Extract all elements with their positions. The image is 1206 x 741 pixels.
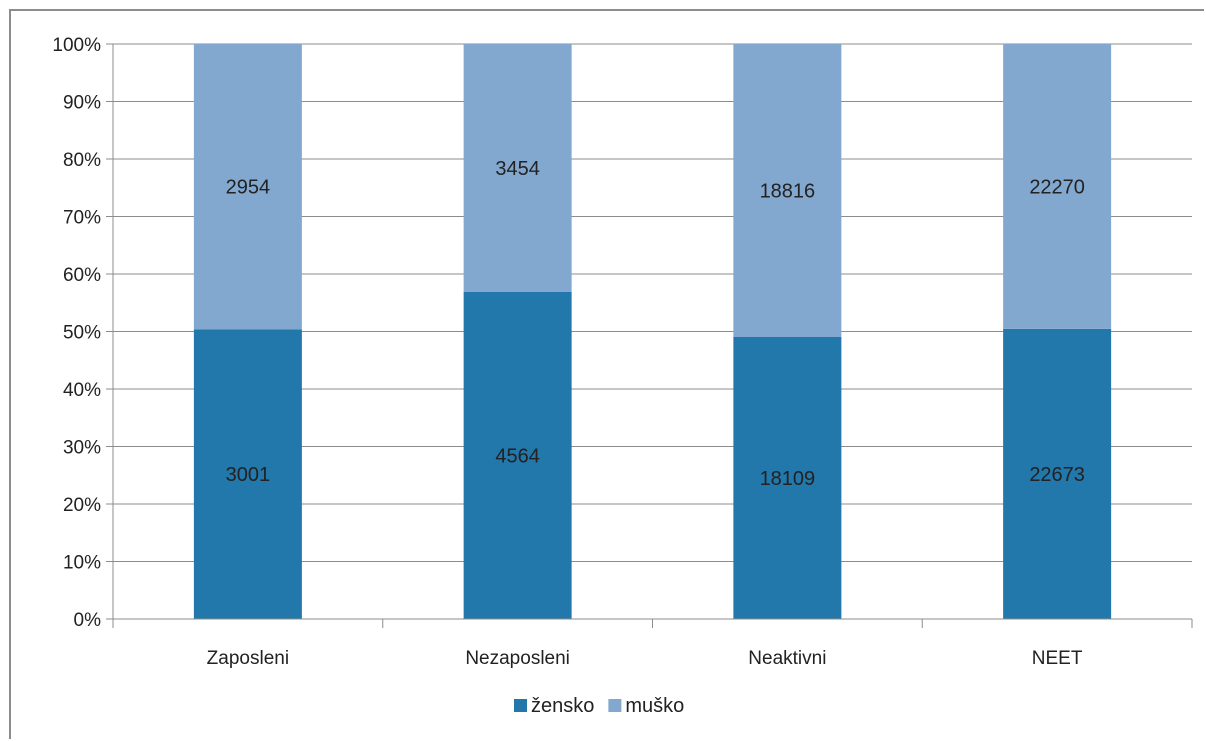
y-tick-label: 40% [63,380,101,401]
bar-segment[interactable] [193,329,302,619]
y-tick-label: 80% [63,150,101,171]
chart-frame [9,9,1204,739]
bar-segment[interactable] [733,337,842,619]
bar-segment[interactable] [463,44,572,292]
x-axis: Zaposleni Nezaposleni Neaktivni NEET [112,44,1193,669]
bar-segment[interactable] [193,44,302,330]
data-label: 22270 [1029,176,1085,198]
y-tick-label: 60% [63,265,101,286]
legend: žensko muško [514,695,684,717]
y-tick-label: 0% [74,610,102,631]
legend-label: muško [625,695,684,717]
data-label: 3454 [495,158,540,180]
bar-segment[interactable] [733,44,842,338]
legend-label: žensko [531,695,594,717]
x-category-label: NEET [1032,648,1083,669]
data-label: 3001 [226,464,271,486]
x-category-label: Nezaposleni [465,648,570,669]
bar-segment[interactable] [1003,44,1112,329]
y-tick-label: 20% [63,495,101,516]
data-label: 2954 [226,177,271,199]
y-tick-label: 70% [63,208,101,229]
bar-segment[interactable] [463,291,572,619]
y-tick-label: 30% [63,438,101,459]
x-category-label: Neaktivni [748,648,826,669]
data-label: 22673 [1029,464,1085,486]
y-tick-label: 50% [63,323,101,344]
legend-swatch [514,699,527,712]
y-tick-label: 100% [52,35,101,56]
y-axis-tick-labels: 0% 10% 20% 30% 40% 50% 60% 70% 80% 90% 100% [52,35,101,631]
data-label: 18816 [760,181,816,203]
bars [193,44,1112,619]
y-tick-label: 90% [63,93,101,114]
x-category-label: Zaposleni [207,648,289,669]
data-labels: 3001 2954 4564 3454 18109 18816 22673 22270 [226,158,1085,490]
legend-swatch [608,699,622,712]
y-tick-label: 10% [63,553,101,574]
data-label: 4564 [495,445,540,467]
bar-segment[interactable] [1003,328,1112,619]
data-label: 18109 [760,468,816,490]
